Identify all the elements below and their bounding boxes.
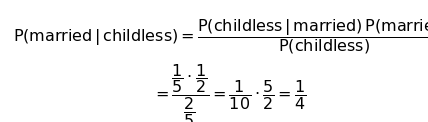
Text: $= \dfrac{\dfrac{1}{5} \cdot \dfrac{1}{2}}{\dfrac{2}{5}} = \dfrac{1}{10} \cdot \: $= \dfrac{\dfrac{1}{5} \cdot \dfrac{1}{2… bbox=[152, 62, 306, 122]
Text: $\mathrm{P(married\,|\,childless)} = \dfrac{\mathrm{P(childless\,|\,married)\,P(: $\mathrm{P(married\,|\,childless)} = \df… bbox=[13, 17, 428, 56]
